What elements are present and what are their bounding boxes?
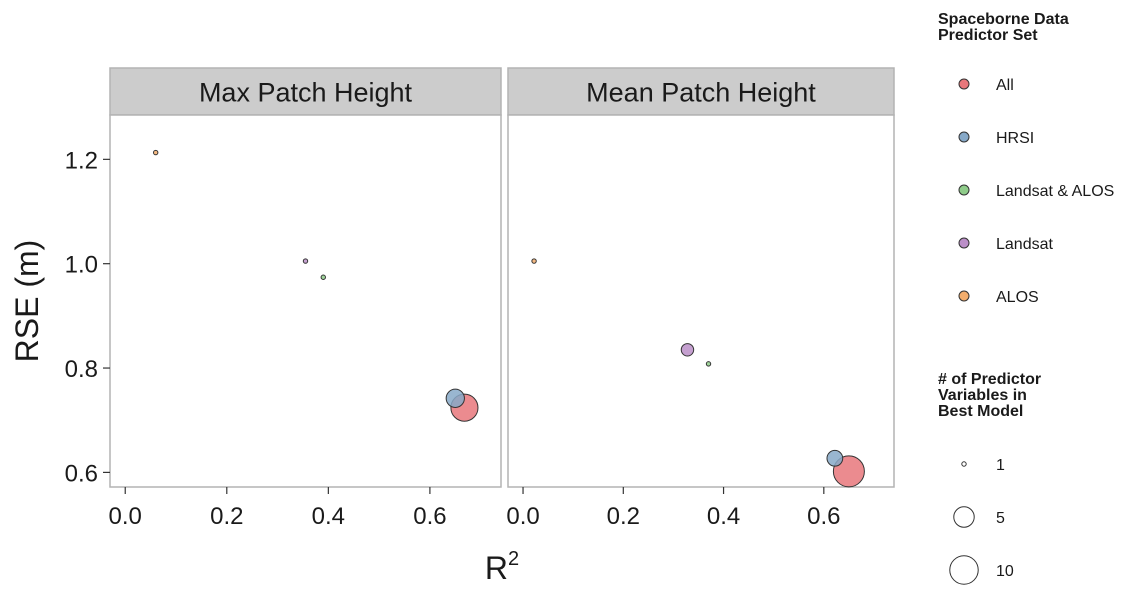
facet-title: Max Patch Height — [199, 78, 413, 108]
legend-size-item-5: 5 — [953, 506, 1005, 528]
legend-size-title: Best Model — [938, 403, 1023, 420]
legend-size-title: # of Predictor — [938, 371, 1041, 388]
legend-label: 5 — [996, 510, 1005, 527]
facet-mean-patch-height: Mean Patch Height 0.0 0.2 0.4 0.6 — [506, 67, 895, 530]
legend-size-swatch — [949, 555, 979, 585]
x-tick-label: 0.4 — [312, 503, 345, 530]
x-tick-label: 0.4 — [707, 503, 740, 530]
legend-size-item-1: 1 — [961, 457, 1005, 474]
y-tick-label: 0.6 — [65, 460, 98, 487]
legend-color-title: Spaceborne Data — [938, 11, 1069, 28]
facet-max-patch-height: Max Patch Height 0.0 0.2 0.4 0.6 — [109, 67, 502, 530]
x-tick-label: 0.0 — [109, 503, 142, 530]
legend-label: HRSI — [996, 130, 1034, 147]
x-axis-title-superscript: 2 — [508, 548, 519, 570]
x-tick-label: 0.0 — [506, 503, 539, 530]
panel-background — [109, 114, 502, 488]
legend-size-item-10: 10 — [949, 555, 1014, 585]
legend-swatch — [958, 78, 970, 90]
y-tick-label: 1.2 — [65, 147, 98, 174]
point-hrsi — [826, 449, 844, 467]
legend-label: 10 — [996, 563, 1014, 580]
y-axis: 0.6 0.8 1.0 1.2 — [65, 147, 110, 487]
legend-label: ALOS — [996, 289, 1039, 306]
point-landsat — [680, 343, 695, 357]
legend-label: Landsat & ALOS — [996, 183, 1114, 200]
point-hrsi — [445, 388, 465, 408]
x-tick-label: 0.2 — [607, 503, 640, 530]
point-landsat — [302, 258, 309, 264]
point-landsat-and-alos — [705, 361, 712, 367]
legend-size-swatch — [961, 461, 967, 467]
y-axis-title: RSE (m) — [9, 240, 45, 363]
x-tick-label: 0.2 — [210, 503, 243, 530]
point-landsat-and-alos — [320, 274, 326, 280]
legend-size-title: Variables in — [938, 387, 1027, 404]
panel-background — [507, 114, 895, 488]
point-alos — [153, 149, 159, 156]
legend-item-hrsi: HRSI — [958, 130, 1034, 147]
legend-item-landsat-and-alos: Landsat & ALOS — [958, 183, 1114, 200]
facet-strip — [109, 67, 502, 116]
legend-item-alos: ALOS — [958, 289, 1039, 306]
legend-swatch — [958, 237, 970, 249]
legend-swatch — [958, 184, 970, 196]
legend-swatch — [958, 131, 970, 143]
legend-label: All — [996, 77, 1014, 94]
legend-item-landsat: Landsat — [958, 236, 1053, 253]
x-tick-label: 0.6 — [413, 503, 446, 530]
x-axis-title: R2 — [485, 548, 519, 586]
facet-strip — [507, 67, 895, 116]
point-alos — [531, 258, 537, 264]
legend-label: Landsat — [996, 236, 1053, 253]
facet-title: Mean Patch Height — [586, 78, 816, 108]
legend-size-swatch — [953, 506, 975, 528]
legend-color-title: Predictor Set — [938, 27, 1038, 44]
y-tick-label: 0.8 — [65, 356, 98, 383]
y-tick-label: 1.0 — [65, 252, 98, 279]
legend-label: 1 — [996, 457, 1005, 474]
x-axis-title-base: R — [485, 550, 508, 586]
legend-item-all: All — [958, 77, 1014, 94]
x-tick-label: 0.6 — [807, 503, 840, 530]
legend-swatch — [958, 290, 970, 302]
